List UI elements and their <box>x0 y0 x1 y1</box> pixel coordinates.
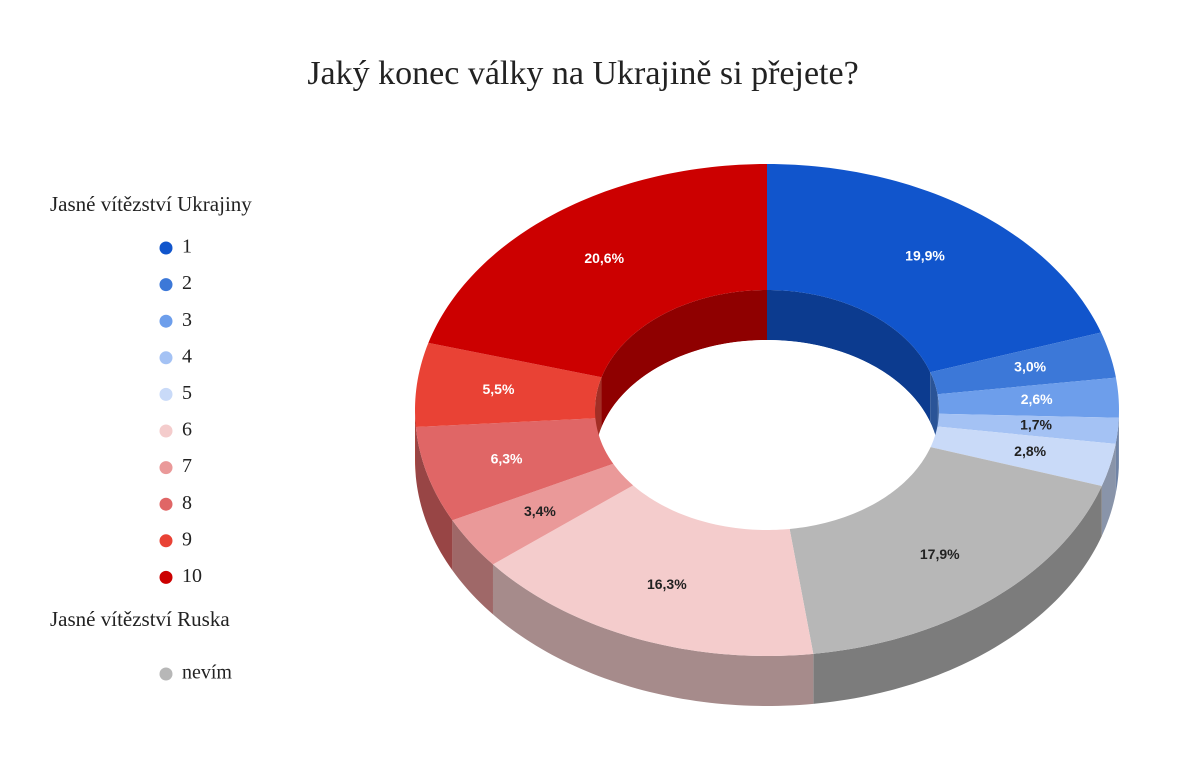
legend-marker <box>159 461 173 475</box>
legend-marker <box>159 570 173 584</box>
slice-side <box>492 564 814 706</box>
legend-label: 6 <box>182 419 192 441</box>
data-label: 2,6% <box>1021 391 1053 407</box>
slice <box>428 164 767 378</box>
slice <box>937 413 1119 444</box>
legend-marker <box>159 534 173 548</box>
data-label: 6,3% <box>491 451 523 467</box>
legend-label: nevím <box>182 662 232 684</box>
slice-inner-side <box>930 372 938 445</box>
slice <box>937 377 1119 418</box>
slice-side <box>1101 443 1116 537</box>
data-label: 1,7% <box>1020 417 1052 433</box>
slice <box>415 342 602 427</box>
slice <box>930 426 1116 487</box>
legend-marker <box>159 351 173 365</box>
slice-side <box>415 410 416 477</box>
slice <box>767 164 1102 373</box>
data-label: 19,9% <box>905 247 945 263</box>
legend-label: 5 <box>182 382 192 404</box>
slice <box>452 463 634 565</box>
slice-side <box>415 426 453 571</box>
legend-marker <box>159 497 173 511</box>
legend-marker <box>159 314 173 328</box>
slice <box>789 447 1102 654</box>
legend-marker <box>159 278 173 292</box>
slice <box>930 332 1116 395</box>
legend-label: 3 <box>182 309 192 331</box>
legend-marker <box>159 667 173 681</box>
legend-label: 8 <box>182 492 192 514</box>
chart-title: Jaký konec války na Ukrajině si přejete? <box>307 55 858 92</box>
slice <box>415 418 614 521</box>
data-label: 3,0% <box>1014 358 1046 374</box>
legend-label: 2 <box>182 272 192 294</box>
data-label: 16,3% <box>647 576 687 592</box>
data-label: 2,8% <box>1014 443 1046 459</box>
data-label: 3,4% <box>524 503 556 519</box>
legend-annotation: Jasné vítězství Ruska <box>50 607 230 631</box>
slice-inner-side <box>767 290 931 423</box>
legend-marker <box>159 387 173 401</box>
legend-marker <box>159 424 173 438</box>
data-label: 20,6% <box>584 250 624 266</box>
slice-inner-side <box>601 290 767 428</box>
legend-label: 9 <box>182 528 192 550</box>
slice <box>492 485 814 656</box>
data-label: 5,5% <box>482 381 514 397</box>
legend-label: 1 <box>182 236 192 258</box>
legend-label: 10 <box>182 565 202 587</box>
data-label: 17,9% <box>920 546 960 562</box>
slice-side <box>1115 417 1119 494</box>
legend-label: 7 <box>182 455 192 477</box>
legend-label: 4 <box>182 345 192 367</box>
legend-annotation: Jasné vítězství Ukrajiny <box>50 192 252 216</box>
slice-side <box>452 520 493 615</box>
legend-marker <box>159 241 173 255</box>
slice-side <box>813 486 1102 704</box>
